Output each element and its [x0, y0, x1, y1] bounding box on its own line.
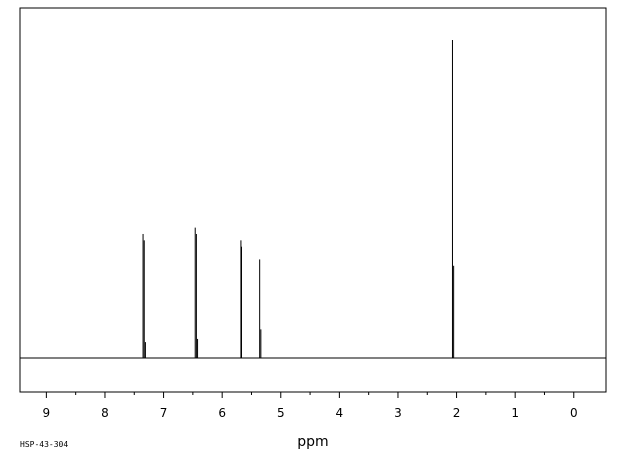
- tick-label-3: 6: [218, 406, 226, 420]
- tick-label-1: 8: [101, 406, 109, 420]
- tick-label-0: 9: [43, 406, 51, 420]
- tick-label-5: 4: [336, 406, 344, 420]
- tick-label-9: 0: [570, 406, 578, 420]
- ticks-layer: [45, 392, 575, 398]
- tick-label-7: 2: [453, 406, 461, 420]
- tick-label-6: 3: [394, 406, 402, 420]
- sample-code-label: HSP-43-304: [20, 440, 68, 449]
- tick-label-2: 7: [160, 406, 168, 420]
- tick-labels-layer: 9 8 7 6 5 4 3 2 1 0: [43, 406, 578, 420]
- peaks-layer: [142, 40, 455, 358]
- tick-label-4: 5: [277, 406, 285, 420]
- x-axis-title: ppm: [297, 434, 328, 450]
- tick-label-8: 1: [511, 406, 519, 420]
- plot-frame: [19, 7, 607, 393]
